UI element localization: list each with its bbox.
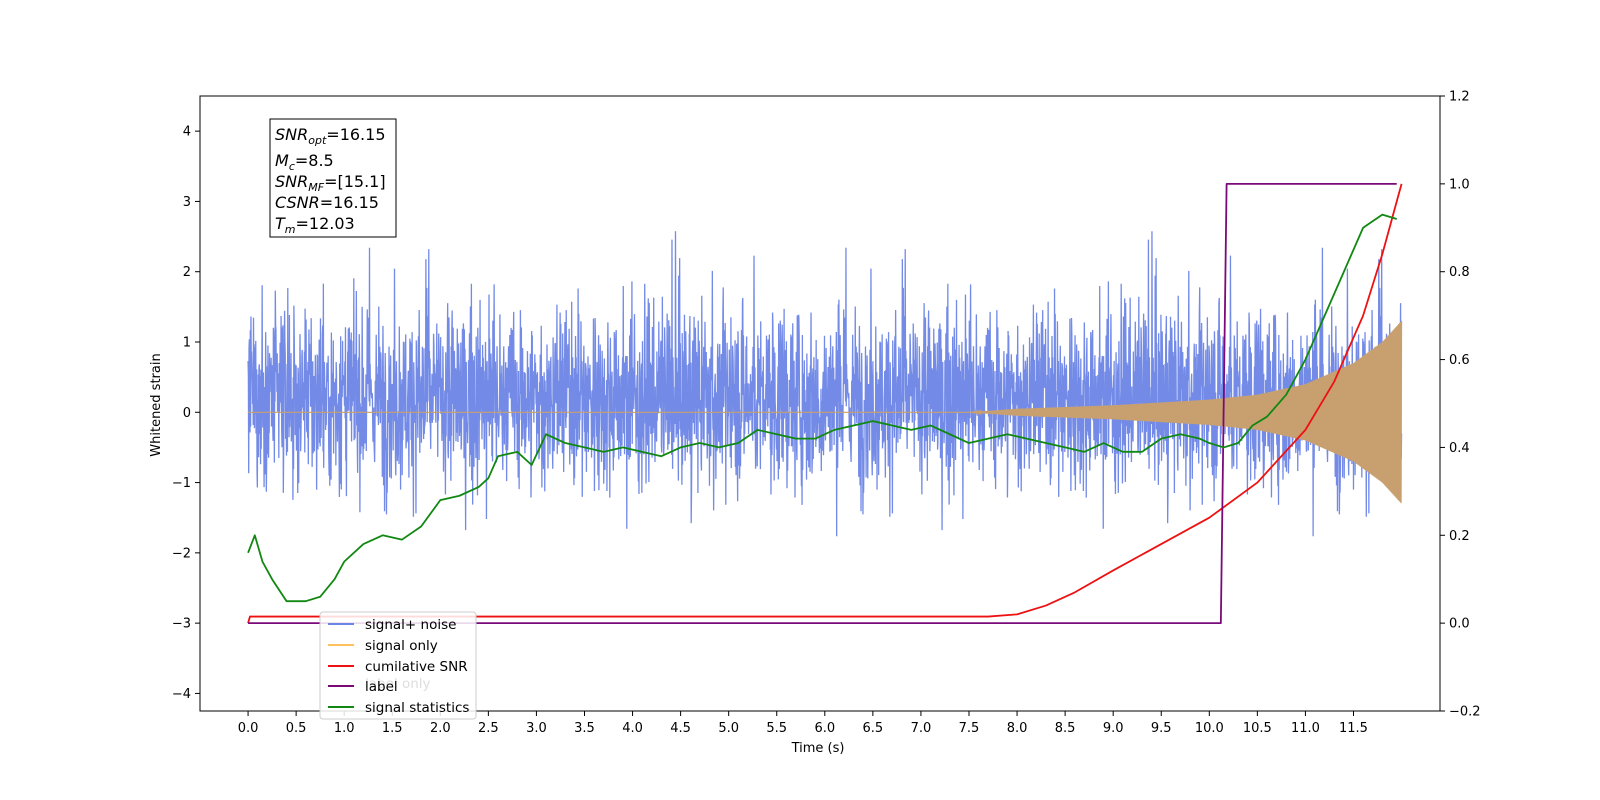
y-left-tick-label: −3 — [172, 617, 191, 632]
x-tick-label: 4.0 — [622, 721, 643, 736]
data-layer — [247, 182, 1403, 625]
x-tick-label: 2.0 — [430, 721, 451, 736]
annotation-tm: Tm=12.03 — [275, 214, 355, 236]
x-tick-label: 8.5 — [1055, 721, 1076, 736]
y-left-tick-label: −4 — [172, 687, 191, 702]
y-right-tick-label: 0.8 — [1449, 265, 1470, 280]
y-left-tick-label: 0 — [183, 406, 191, 421]
annotation-snr-mf: SNRMF=[15.1] — [275, 172, 386, 194]
series-label — [248, 182, 1397, 625]
plot-frame — [199, 95, 1441, 712]
x-tick-label: 11.5 — [1339, 721, 1368, 736]
y-right-tick-label: 0.6 — [1449, 353, 1470, 368]
x-tick-label: 5.5 — [766, 721, 787, 736]
annotation-snr-opt: SNRopt=16.15 — [275, 125, 386, 147]
x-tick-label: 2.5 — [478, 721, 499, 736]
x-tick-label: 9.0 — [1103, 721, 1124, 736]
y-left-tick-label: −2 — [172, 546, 191, 561]
x-tick-label: 5.0 — [718, 721, 739, 736]
legend-label-signal-only: signal only — [365, 638, 438, 654]
x-tick-label: 3.5 — [574, 721, 595, 736]
y-right-tick-label: 0.0 — [1449, 617, 1470, 632]
legend-label-signal-noise: signal+ noise — [365, 617, 456, 633]
x-tick-label: 6.5 — [863, 721, 884, 736]
y-left-tick-label: 3 — [183, 195, 191, 210]
y-right-tick-label: 1.2 — [1449, 90, 1470, 105]
x-tick-label: 6.0 — [814, 721, 835, 736]
y-axis-label: Whitened strain — [149, 353, 164, 456]
x-tick-label: 3.0 — [526, 721, 547, 736]
annotation-mc: Mc=8.5 — [275, 151, 334, 173]
x-axis-label: Time (s) — [791, 741, 845, 756]
x-tick-label: 11.0 — [1291, 721, 1320, 736]
legend-frame — [319, 611, 477, 720]
series-signal-plus-noise — [247, 231, 1403, 537]
x-tick-label: 1.5 — [382, 721, 403, 736]
series-cumulative-snr — [247, 183, 1403, 624]
y-right-tick-label: −0.2 — [1449, 705, 1481, 720]
x-tick-label: 1.0 — [334, 721, 355, 736]
y-right-tick-label: 0.2 — [1449, 529, 1470, 544]
x-tick-label: 8.0 — [1007, 721, 1028, 736]
x-tick-label: 10.5 — [1243, 721, 1272, 736]
y-right-tick-label: 0.4 — [1449, 441, 1470, 456]
x-tick-label: 10.0 — [1195, 721, 1224, 736]
legend-hidden-text: label only — [365, 676, 431, 692]
annotation-box: SNRopt=16.15 Mc=8.5 SNRMF=[15.1] CSNR=16… — [269, 118, 397, 238]
legend: label only signal+ noise signal only cum… — [319, 611, 477, 720]
x-tick-label: 4.5 — [670, 721, 691, 736]
x-tick-label: 9.5 — [1151, 721, 1172, 736]
legend-label-cumulative-snr: cumilative SNR — [365, 659, 468, 675]
legend-label-label: label — [365, 679, 398, 695]
y-left-tick-label: 2 — [183, 265, 191, 280]
ticks-layer: 0.0 0.5 1.0 1.5 2.0 2.5 3.0 3.5 4.0 4.5 5.0 5.5 6.0 6… — [172, 90, 1481, 737]
x-tick-label: 7.0 — [911, 721, 932, 736]
series-signal-only — [248, 320, 1403, 504]
y-left-tick-label: 1 — [183, 336, 191, 351]
y-right-tick-label: 1.0 — [1449, 177, 1470, 192]
series-signal-statistics — [247, 213, 1398, 603]
x-tick-label: 0.5 — [286, 721, 307, 736]
y-left-tick-label: 4 — [183, 125, 191, 140]
x-tick-label: 0.0 — [238, 721, 259, 736]
legend-label-signal-statistics: signal statistics — [365, 700, 469, 716]
y-left-tick-label: −1 — [172, 476, 191, 491]
x-tick-label: 7.5 — [959, 721, 980, 736]
annotation-csnr: CSNR=16.15 — [275, 193, 379, 212]
